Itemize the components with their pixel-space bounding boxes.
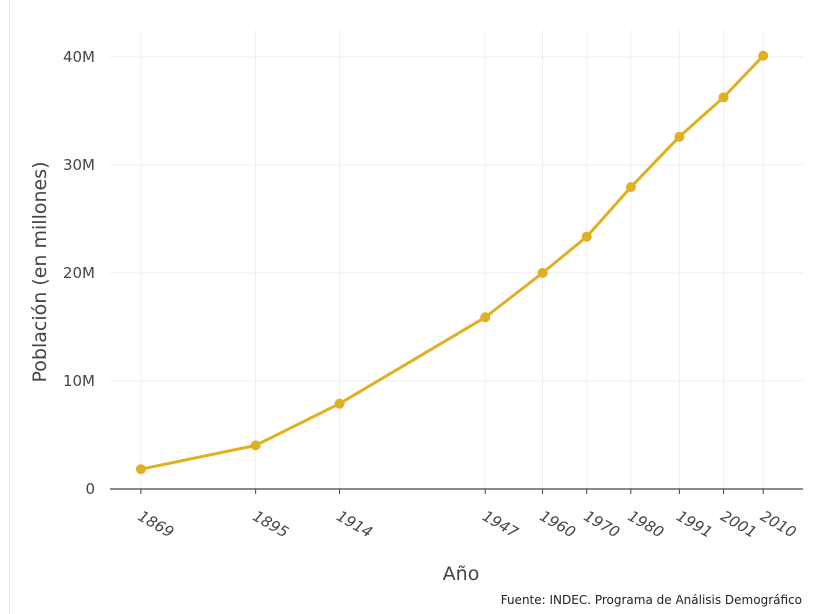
population-series-line	[140, 54, 765, 471]
data-point[interactable]	[480, 312, 491, 323]
y-tick-label: 30M	[63, 156, 95, 174]
data-point[interactable]	[250, 440, 261, 451]
x-tick-label: 1869	[135, 507, 177, 542]
frame-left-border	[9, 0, 10, 614]
x-tick-label: 2001	[718, 507, 760, 542]
grid-lines	[110, 30, 803, 489]
y-tick-label: 40M	[63, 48, 95, 66]
series-line	[140, 54, 765, 471]
y-axis-title: Población (en millones)	[29, 161, 51, 382]
data-points	[135, 50, 769, 475]
y-tick-label: 10M	[63, 372, 95, 390]
y-tick-label: 20M	[63, 264, 95, 282]
x-tick-label: 1970	[581, 507, 623, 542]
data-point[interactable]	[718, 92, 729, 103]
x-tick-label: 1960	[537, 507, 579, 542]
x-axis-title: Año	[443, 563, 480, 585]
data-point[interactable]	[625, 182, 636, 193]
data-point[interactable]	[758, 50, 769, 61]
x-tick-label: 1914	[334, 507, 376, 542]
data-point[interactable]	[674, 131, 685, 142]
data-point[interactable]	[581, 231, 592, 242]
y-tick-labels: 0 10M 20M 30M 40M	[63, 48, 95, 498]
y-tick-label: 0	[85, 480, 95, 498]
data-point[interactable]	[334, 398, 345, 409]
axes	[110, 488, 803, 494]
source-note: Fuente: INDEC. Programa de Análisis Demo…	[501, 593, 802, 607]
x-tick-label: 1895	[250, 507, 292, 542]
data-point[interactable]	[135, 464, 146, 475]
x-tick-label: 2010	[757, 507, 799, 542]
x-tick-label: 1947	[479, 507, 521, 542]
x-tick-label: 1980	[625, 507, 667, 542]
data-point[interactable]	[537, 267, 548, 278]
x-tick-label: 1991	[673, 507, 715, 542]
